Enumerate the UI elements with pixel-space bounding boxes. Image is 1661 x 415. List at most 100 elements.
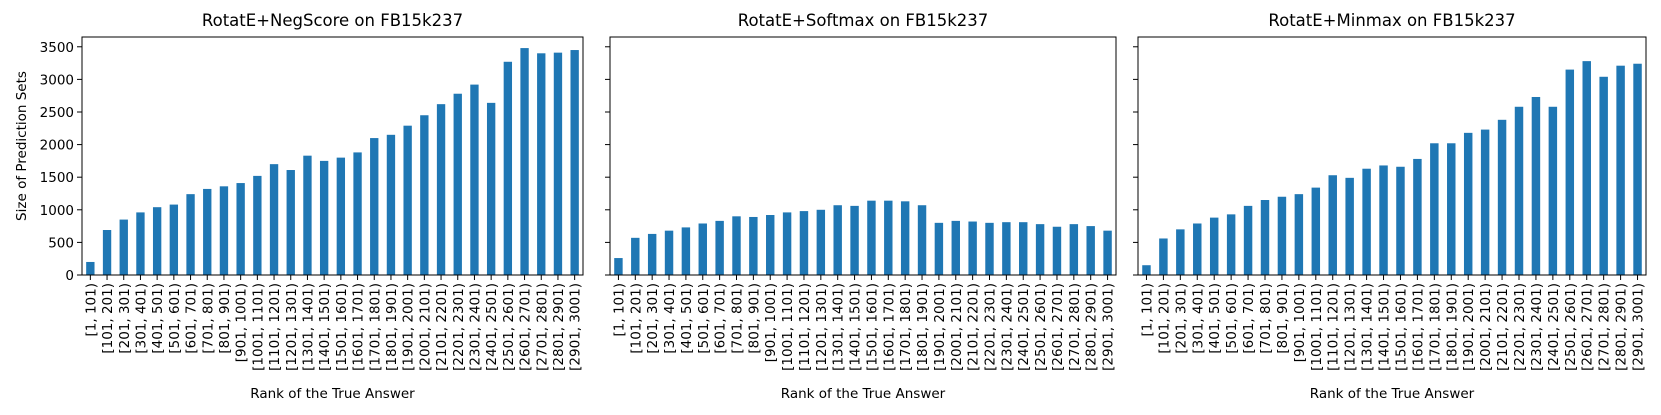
y-tick-label: 500 [48, 235, 74, 251]
bar [503, 61, 513, 275]
x-tick-label: [301, 401) [1190, 283, 1206, 354]
bar [453, 93, 462, 275]
chart-title: RotatE+Minmax on FB15k237 [1268, 11, 1515, 30]
bar [1311, 187, 1321, 275]
x-tick-label: [801, 901) [217, 283, 233, 354]
bar [1226, 214, 1236, 275]
bar [1463, 132, 1473, 275]
x-tick-label: [1301, 1401) [831, 283, 847, 371]
bar [486, 102, 496, 275]
bar [353, 152, 362, 275]
x-tick-label: [1901, 2001) [932, 283, 948, 371]
bar [203, 188, 212, 275]
x-tick-label: [2401, 2501) [1016, 283, 1032, 371]
x-tick-label: [2101, 2201) [966, 283, 982, 371]
x-tick-label: [2701, 2801) [534, 283, 550, 371]
x-tick-label: [2601, 2701) [1050, 283, 1066, 371]
plot-frame [609, 36, 1117, 276]
bar [520, 48, 529, 275]
bar [681, 227, 691, 275]
x-tick-label: [2001, 2101) [949, 283, 965, 371]
bar [900, 201, 910, 275]
bar [749, 216, 758, 275]
bar [917, 205, 927, 275]
y-axis-label: Size of Prediction Sets [14, 71, 30, 221]
bar [1633, 63, 1642, 276]
x-axis-label: Rank of the True Answer [250, 386, 415, 402]
bar [420, 115, 429, 275]
bar [1616, 65, 1625, 275]
x-tick-label: [101, 201) [1156, 283, 1172, 354]
x-tick-label: [2001, 2101) [417, 283, 433, 371]
x-tick-label: [1401, 1501) [317, 283, 333, 371]
bar [319, 160, 329, 275]
x-tick-label: [2901, 3001) [1631, 283, 1647, 371]
x-tick-label: [301, 401) [133, 283, 149, 354]
bar [136, 212, 145, 275]
bar [1103, 230, 1112, 275]
x-tick-label: [1201, 1301) [814, 283, 830, 371]
chart-panel-2: [1, 101) [101, 201) [201, 301) [301, 401) [4… [605, 11, 1117, 402]
bar [436, 104, 446, 275]
x-tick-label: [2801, 2901) [551, 283, 567, 371]
x-tick-label: [2801, 2901) [1614, 283, 1630, 371]
bar [1413, 158, 1422, 275]
x-tick-label: [501, 601) [696, 283, 712, 354]
y-tick-label: 2500 [40, 105, 74, 121]
x-tick-label: [101, 201) [628, 283, 644, 354]
x-tick-label: [2901, 3001) [1101, 283, 1117, 371]
bar [169, 204, 179, 275]
x-tick-label: [1401, 1501) [848, 283, 864, 371]
bar [86, 261, 95, 275]
y-tick-label: 2000 [40, 138, 74, 154]
bar [1531, 96, 1541, 276]
bar [1142, 265, 1151, 275]
bar [119, 219, 128, 275]
bar [1345, 177, 1354, 275]
y-tick-label: 3000 [40, 72, 74, 88]
x-tick-label: [1201, 1301) [1343, 283, 1359, 371]
bar [1480, 129, 1490, 275]
bar [370, 138, 379, 275]
x-tick-label: [1101, 1201) [797, 283, 813, 371]
x-tick-label: [2001, 2101) [1478, 283, 1494, 371]
bar [1328, 175, 1337, 275]
chart-title: RotatE+Softmax on FB15k237 [738, 11, 989, 30]
bar [1086, 226, 1095, 275]
bar [1002, 222, 1011, 275]
x-tick-label: [2801, 2901) [1084, 283, 1100, 371]
x-axis-label: Rank of the True Answer [1310, 386, 1475, 402]
bar [799, 211, 809, 275]
bar [1209, 217, 1219, 275]
bar [186, 194, 195, 275]
x-tick-label: [401, 501) [679, 283, 695, 354]
bar [1052, 226, 1062, 275]
x-tick-label: [2501, 2601) [1033, 283, 1049, 371]
bar [715, 220, 724, 275]
x-tick-label: [501, 601) [167, 283, 183, 354]
bar [470, 84, 479, 275]
x-tick-label: [901, 1001) [234, 283, 250, 362]
bar [816, 209, 826, 275]
x-tick-label: [2101, 2201) [434, 283, 450, 371]
plot-frame [1137, 36, 1647, 276]
bar [537, 53, 546, 275]
bar [1260, 200, 1270, 275]
x-tick-label: [1001, 1101) [780, 283, 796, 371]
x-tick-label: [101, 201) [100, 283, 116, 354]
x-tick-label: [2201, 2301) [983, 283, 999, 371]
bar [386, 134, 396, 275]
x-tick-label: [1, 101) [611, 283, 627, 336]
x-tick-label: [1501, 1601) [334, 283, 350, 371]
bar [782, 212, 792, 275]
x-tick-label: [801, 901) [746, 283, 762, 354]
x-tick-label: [2601, 2701) [1580, 283, 1596, 371]
x-tick-label: [601, 701) [184, 283, 200, 354]
bar [269, 164, 279, 275]
bar [253, 175, 262, 275]
bar [614, 258, 623, 275]
bar [1019, 222, 1028, 275]
x-tick-label: [401, 501) [150, 283, 166, 354]
plot-frame [81, 36, 584, 276]
y-tick-label: 0 [65, 268, 74, 284]
